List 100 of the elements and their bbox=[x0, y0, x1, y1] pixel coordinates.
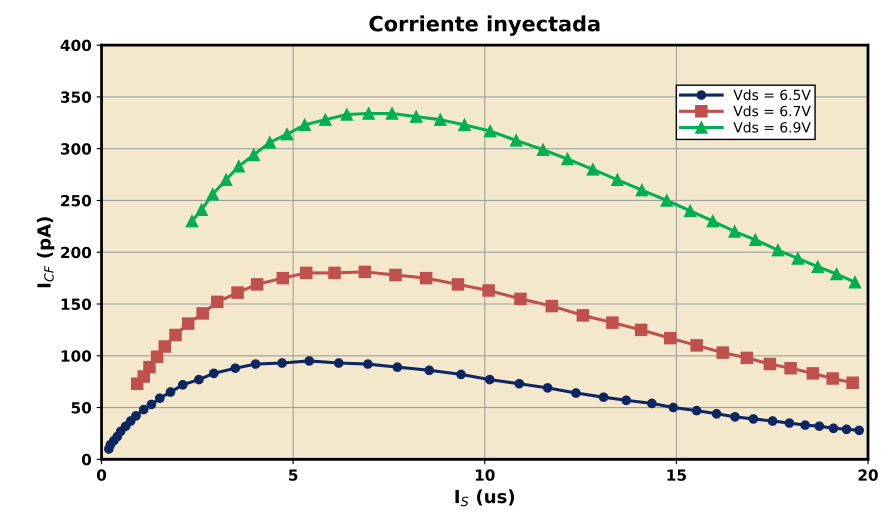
point bbox=[792, 252, 804, 265]
point bbox=[247, 148, 260, 162]
point bbox=[178, 380, 188, 390]
point bbox=[169, 328, 182, 342]
x-tick-label: 0 bbox=[96, 469, 106, 481]
point bbox=[586, 163, 600, 176]
point bbox=[143, 360, 156, 374]
point bbox=[668, 402, 678, 412]
y-tick-label: 400 bbox=[60, 40, 92, 52]
point bbox=[194, 374, 204, 384]
point bbox=[458, 118, 471, 132]
point bbox=[646, 398, 657, 408]
point bbox=[138, 404, 149, 414]
point bbox=[514, 292, 527, 306]
y-tick-label: 250 bbox=[61, 194, 92, 206]
x-tick-label: 10 bbox=[476, 469, 495, 481]
point bbox=[484, 124, 496, 138]
point bbox=[358, 266, 372, 278]
y-axis-title: I$_{CF}$ (pA) bbox=[36, 217, 54, 288]
point bbox=[764, 358, 776, 370]
point bbox=[182, 317, 194, 330]
point bbox=[740, 352, 754, 364]
point bbox=[264, 136, 276, 149]
chart-title: Corriente inyectada bbox=[369, 15, 600, 36]
point bbox=[606, 316, 619, 329]
point bbox=[300, 266, 312, 280]
point bbox=[692, 406, 702, 416]
x-tick-label: 15 bbox=[667, 470, 686, 481]
point bbox=[158, 340, 172, 353]
point bbox=[598, 392, 608, 402]
point bbox=[304, 356, 314, 366]
point bbox=[636, 184, 648, 196]
point bbox=[250, 359, 260, 369]
point bbox=[510, 134, 522, 147]
point bbox=[748, 414, 758, 424]
point bbox=[546, 300, 558, 312]
point bbox=[482, 284, 495, 297]
point bbox=[621, 395, 632, 406]
y-tick-label: 300 bbox=[60, 143, 92, 155]
point bbox=[424, 365, 434, 376]
point bbox=[784, 362, 797, 374]
point bbox=[800, 420, 810, 430]
point bbox=[772, 244, 784, 256]
point bbox=[848, 276, 862, 289]
point bbox=[220, 173, 232, 186]
x-tick-label: 5 bbox=[289, 470, 298, 481]
point bbox=[484, 374, 495, 384]
point bbox=[456, 370, 466, 380]
point bbox=[536, 143, 550, 156]
point bbox=[706, 214, 720, 228]
point bbox=[768, 416, 778, 426]
point bbox=[340, 108, 354, 121]
point bbox=[784, 418, 794, 428]
point bbox=[166, 387, 176, 397]
y-tick-label: 0 bbox=[82, 454, 92, 466]
point bbox=[664, 332, 676, 344]
point bbox=[195, 204, 208, 216]
point bbox=[250, 278, 264, 291]
point bbox=[542, 383, 552, 393]
point bbox=[206, 188, 219, 200]
point bbox=[386, 107, 398, 120]
point bbox=[232, 160, 245, 173]
point bbox=[434, 113, 447, 126]
legend-label: Vds = 6.7V bbox=[733, 106, 811, 116]
point bbox=[276, 272, 290, 284]
x-tick-label: 20 bbox=[858, 469, 878, 481]
point bbox=[576, 309, 590, 322]
y-tick-label: 150 bbox=[62, 298, 92, 310]
point bbox=[298, 118, 311, 132]
point bbox=[196, 307, 209, 320]
point bbox=[514, 378, 524, 389]
point bbox=[684, 204, 696, 218]
point bbox=[712, 408, 722, 419]
point bbox=[328, 266, 341, 280]
point bbox=[420, 272, 432, 284]
point bbox=[131, 410, 141, 421]
legend-label: Vds = 6.5V bbox=[733, 89, 811, 100]
point bbox=[854, 425, 864, 436]
point bbox=[830, 268, 843, 280]
point bbox=[389, 268, 402, 282]
y-tick-label: 50 bbox=[72, 402, 92, 414]
point bbox=[452, 278, 464, 291]
legend-label: Vds = 6.9V bbox=[733, 122, 811, 133]
point bbox=[806, 367, 820, 380]
point bbox=[842, 424, 852, 434]
point bbox=[826, 372, 839, 385]
point bbox=[363, 359, 373, 369]
point bbox=[392, 362, 402, 372]
point bbox=[660, 194, 674, 207]
point bbox=[749, 234, 762, 246]
x-axis-title: I$_{S}$ (us) bbox=[455, 489, 514, 506]
point bbox=[280, 128, 294, 140]
point bbox=[846, 376, 859, 389]
point bbox=[231, 286, 244, 299]
y-tick-label: 200 bbox=[61, 246, 92, 258]
y-tick-label: 100 bbox=[62, 350, 92, 362]
point bbox=[561, 152, 574, 166]
point bbox=[208, 368, 219, 378]
point bbox=[611, 173, 624, 186]
point bbox=[186, 214, 198, 228]
